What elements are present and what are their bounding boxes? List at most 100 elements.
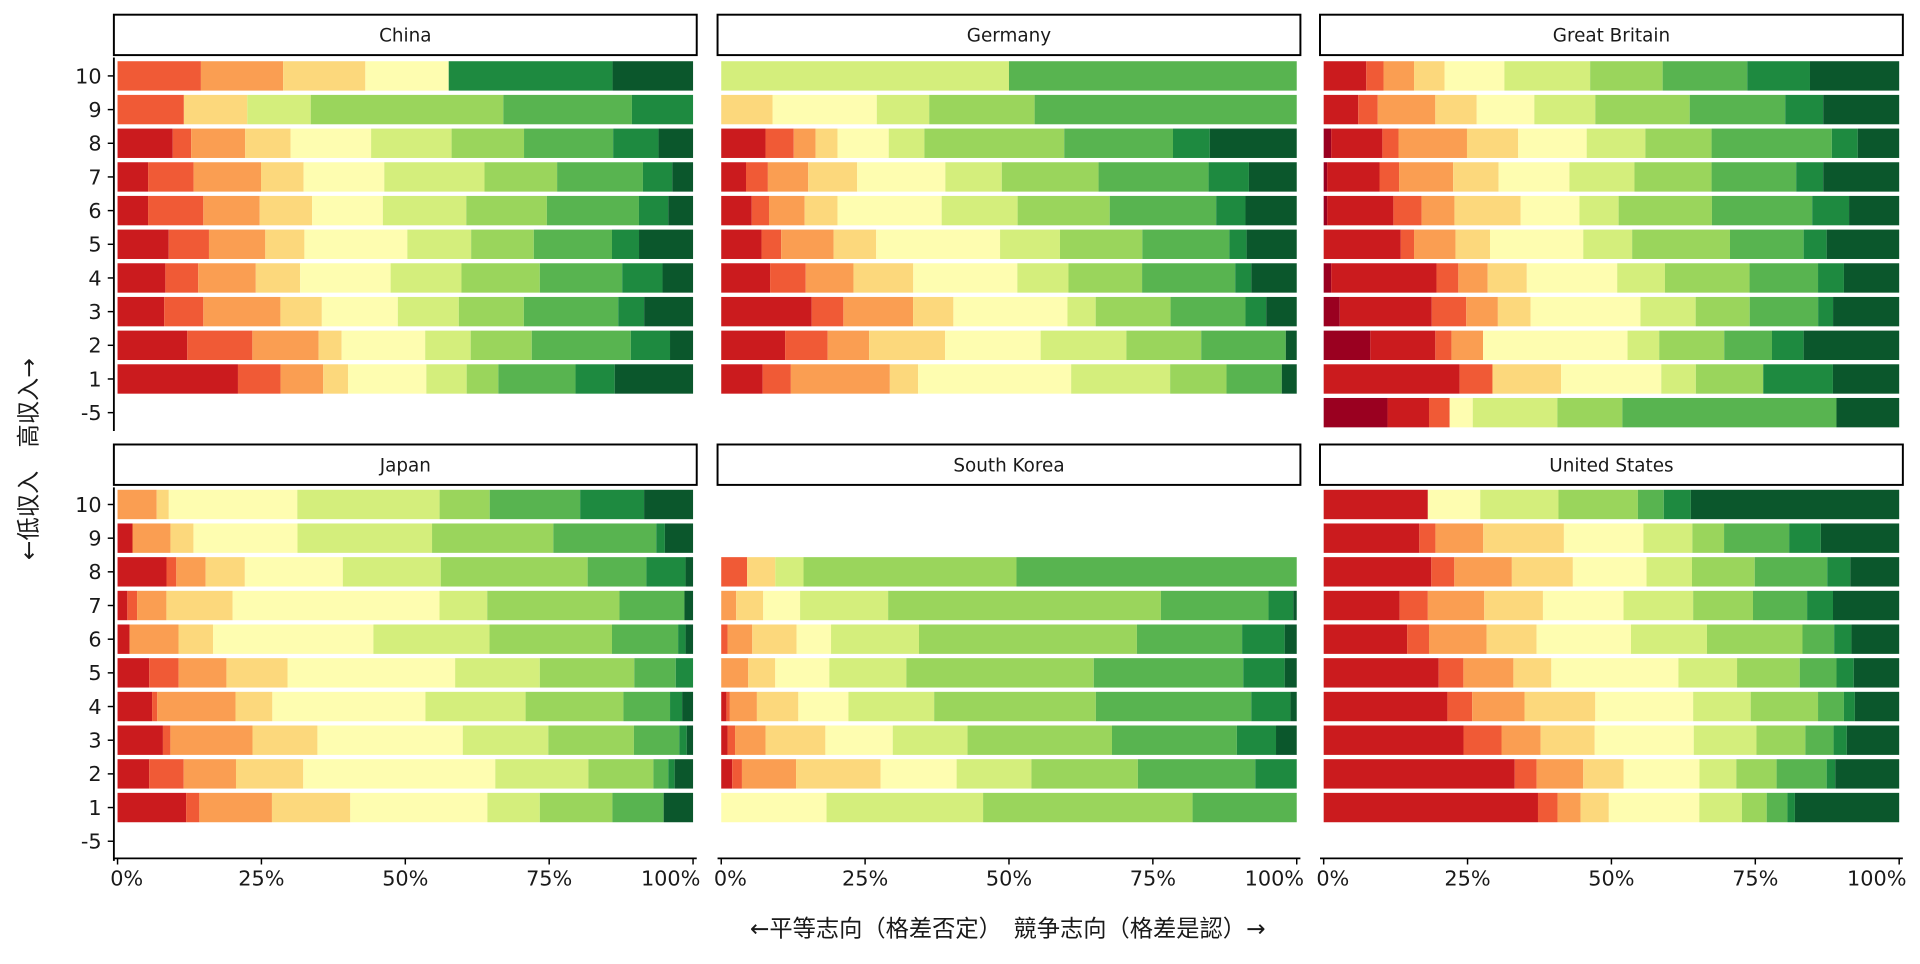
bar-segment-6-level-3 [129,624,179,654]
bar-segment-5-level-8 [634,658,676,688]
bar-segment-10-level-1 [1323,489,1428,520]
bar-segment-4-level-7 [1750,691,1819,722]
bar-segment--5-level-6 [1472,397,1558,428]
bar-segment-7-level-10 [684,590,694,621]
bar-segment-6-level-8 [1136,624,1243,654]
bar-segment-10-level-8 [489,489,581,520]
bar-segment-6-level-1 [117,624,130,654]
bar-segment-2-level-5 [1483,330,1628,360]
bar-segment-7-level-9 [1208,162,1249,192]
bar-segment-10-level-5 [168,489,298,520]
bar-segment-6-level-6 [373,624,490,654]
bar-segment-5-level-3 [781,229,834,259]
bar-segment-5-level-7 [471,229,534,259]
bar-segment-2-level-10 [674,759,694,789]
strip-title: South Korea [953,455,1064,476]
bar-segment-1-level-10 [1794,792,1900,823]
bar-segment-8-level-2 [765,128,794,158]
bar-segment-4-level-4 [255,263,301,293]
bar-segment-5-level-4 [1513,658,1552,688]
bar-segment-9-level-10 [1820,523,1900,553]
y-tick-label: 7 [88,165,101,189]
bar-segment-10-level-5 [1427,489,1481,520]
x-tick-label: 25% [1444,866,1490,890]
bar-segment-2-level-6 [1627,330,1660,360]
bar-segment-4-level-3 [805,263,854,293]
bar-segment-3-level-5 [1594,725,1694,755]
bar-segment-4-level-5 [272,691,426,722]
bar-segment-2-level-8 [653,759,669,789]
bar-segment-9-level-8 [1034,94,1297,125]
bar-segment-8-level-4 [205,557,245,587]
bar-segment-7-level-7 [1001,162,1099,192]
bar-segment-4-level-3 [729,691,757,722]
bar-segment-7-level-10 [1248,162,1297,192]
bar-segment-6-level-10 [1849,195,1900,226]
bar-segment-3-level-3 [1466,296,1498,327]
bar-segment-6-level-10 [1851,624,1900,654]
bar-segment-3-level-9 [1245,296,1267,327]
bar-segment-7-level-7 [1634,162,1712,192]
bar-segment-9-level-4 [1483,523,1564,553]
bar-segment-7-level-3 [137,590,167,621]
bar-segment-4-level-4 [1487,263,1527,293]
bar-segment-10-level-3 [1383,61,1415,91]
bar-segment-6-level-7 [466,195,547,226]
bar-segment-10-level-9 [448,61,613,91]
bar-segment-3-level-7 [1095,296,1171,327]
bar-segment-9-level-7 [432,523,554,553]
bar-segment-6-level-8 [546,195,639,226]
bar-segment-1-level-2 [762,364,791,394]
x-tick-label: 75% [526,866,572,890]
bar-segment-4-level-5 [913,263,1018,293]
bar-segment-8-level-4 [245,128,291,158]
bar-segment-1-level-7 [1741,792,1767,823]
bar-segment-7-level-1 [117,590,128,621]
bar-segment-3-level-6 [892,725,968,755]
strip-title: Germany [967,26,1052,47]
bar-segment-8-level-7 [451,128,525,158]
bar-segment-3-level-8 [1749,296,1819,327]
bar-segment-8-level-1 [1331,128,1383,158]
bar-segment-7-level-7 [484,162,558,192]
bar-segment-8-level-1 [1323,557,1432,587]
bar-segment-5-level-2 [149,658,179,688]
strip-title: China [379,26,431,47]
bar-segment-4-level-6 [1693,691,1751,722]
bar-segment-4-level-1 [721,691,727,722]
bar-segment-9-level-3 [1435,523,1484,553]
bar-segment-5-level-3 [1414,229,1456,259]
bar-segment-6-level-8 [1802,624,1835,654]
bar-segment-9-level-7 [1595,94,1690,125]
bar-segment-7-level-3 [767,162,809,192]
bar-segment-2-level-7 [1126,330,1202,360]
bar-segment-8-level-9 [1831,128,1858,158]
strip [1319,443,1904,486]
bar-segment-9-level-3 [1377,94,1436,125]
bar-segment-6-level-6 [1579,195,1619,226]
bar-segment-4-level-4 [756,691,799,722]
bar-segment-3-level-5 [953,296,1068,327]
bar-segment-8-level-10 [658,128,694,158]
y-tick-label: 9 [88,527,101,551]
bar-segment-2-level-9 [630,330,671,360]
bar-segment-1-level-3 [790,364,890,394]
bar-segment-8-level-8 [1754,557,1828,587]
bar-segment-5-level-9 [1243,658,1285,688]
bar-segment-5-level-2 [1400,229,1415,259]
bar-segment-4-level-9 [622,263,663,293]
bar-segment-5-level-6 [1678,658,1738,688]
bar-segment-4-level-1 [721,263,771,293]
bar-segment-1-level-10 [614,364,694,394]
bar-segment-3-level-2 [164,296,204,327]
bar-segment-5-level-6 [1000,229,1060,259]
bar-segment-4-level-5 [1595,691,1694,722]
bar-segment-1-level-2 [237,364,281,394]
bar-segment-8-level-5 [290,128,372,158]
bar-segment-1-level-7 [1695,364,1764,394]
bar-segment-7-level-9 [1796,162,1824,192]
bar-segment-3-level-4 [280,296,322,327]
bar-segment-4-level-1 [117,691,153,722]
bar-segment-4-level-8 [1142,263,1236,293]
bar-segment-1-level-6 [1661,364,1696,394]
